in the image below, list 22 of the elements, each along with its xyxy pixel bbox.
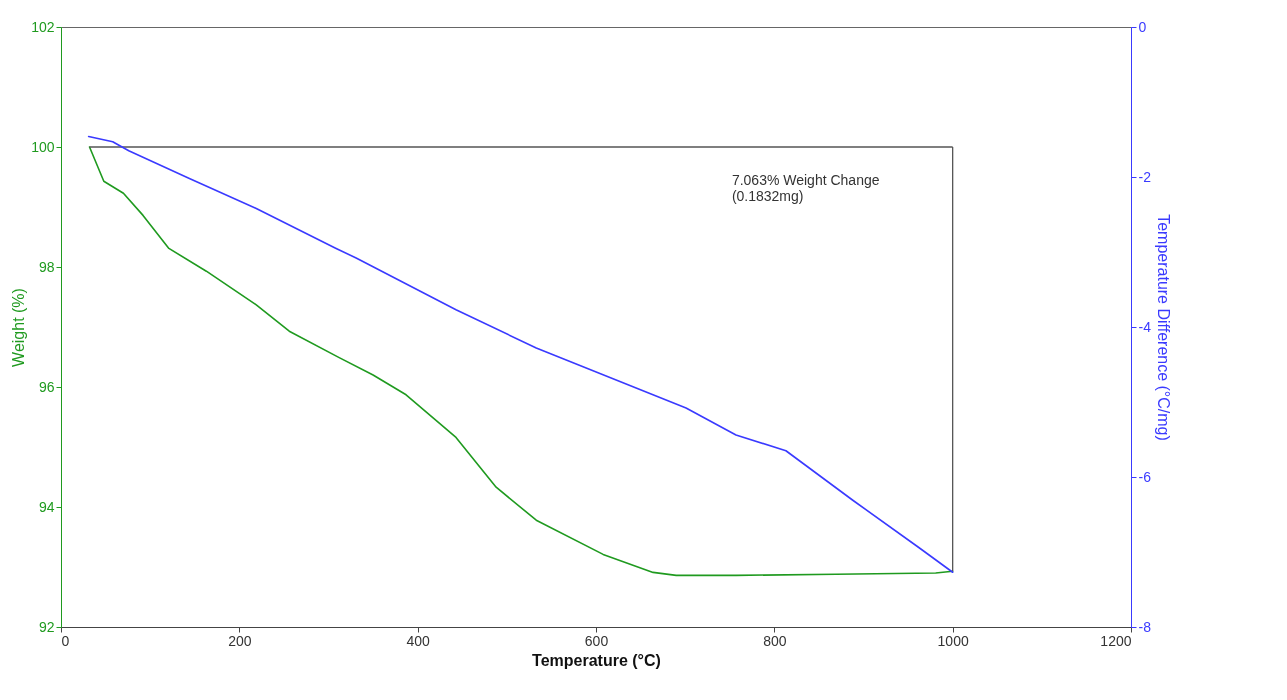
x-axis-title: Temperature (°C) [532, 651, 661, 669]
y-tick-label: 98 [38, 258, 55, 275]
x-tick-label: 1000 [937, 632, 969, 649]
x-tick-label: 600 [584, 632, 609, 649]
y-tick-label: 96 [38, 378, 55, 395]
y2-tick-label: -8 [1138, 618, 1152, 635]
x-tick-label: 400 [406, 632, 431, 649]
y2-tick-label: -4 [1138, 318, 1152, 335]
y2-axis-title: Temperature Difference (°C/mg) [1154, 214, 1172, 441]
x-tick-label: 1200 [1100, 632, 1132, 649]
x-tick-label: 800 [763, 632, 787, 649]
y-tick-label: 92 [38, 618, 55, 635]
x-tick-label: 200 [228, 632, 252, 649]
y2-tick-label: -6 [1138, 468, 1152, 485]
y2-tick-label: 0 [1138, 18, 1147, 35]
annotation: 7.063% Weight Change (0.1832mg) [731, 172, 880, 204]
x-tick-label: 0 [61, 632, 70, 649]
y-tick-label: 100 [31, 138, 55, 155]
y-tick-label: 102 [31, 18, 55, 35]
y-axis-title: Weight (%) [10, 288, 28, 367]
y-tick-label: 94 [38, 498, 55, 515]
y2-tick-label: -2 [1138, 168, 1152, 185]
